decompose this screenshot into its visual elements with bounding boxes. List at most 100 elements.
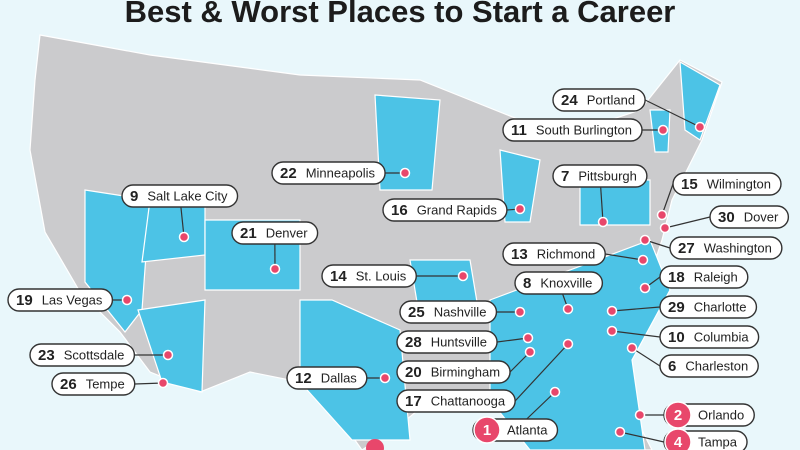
city: Washington (704, 240, 772, 255)
region (679, 60, 721, 141)
place-label: 2 Orlando (634, 401, 755, 429)
place-label: 14 St. Louis (321, 264, 469, 288)
leader-line (605, 253, 644, 261)
place-label: 30 Dover (659, 205, 790, 234)
rank: 21 (240, 225, 257, 242)
rank: 20 (405, 364, 422, 381)
place-label: 23 Scottsdale (29, 343, 174, 367)
city: Orlando (698, 407, 744, 422)
city-dot (659, 222, 671, 234)
label-box (502, 118, 643, 142)
label-box (659, 265, 749, 289)
place-label: 1 Atlanta (472, 386, 561, 444)
city-dot (524, 346, 536, 358)
label-box (396, 389, 516, 413)
label-box (552, 88, 646, 112)
place-label: 11 South Burlington (502, 118, 669, 142)
city-dot (694, 121, 706, 133)
label-box (514, 271, 604, 295)
city: Minneapolis (306, 165, 376, 180)
place-label: 18 Raleigh (639, 265, 749, 294)
label-box (121, 184, 239, 208)
label-box (7, 288, 114, 312)
city-dot (626, 342, 638, 354)
label-box (669, 236, 783, 260)
rank: 26 (60, 376, 77, 393)
city: Scottsdale (64, 347, 125, 362)
city: Tempe (86, 376, 125, 391)
city: Portland (587, 92, 635, 107)
place-label: 17 Chattanooga (396, 338, 574, 413)
label-box (396, 360, 511, 384)
place-label: 16 Grand Rapids (382, 198, 526, 222)
city: Pittsburgh (578, 168, 637, 183)
rank: 4 (674, 434, 683, 450)
city: Grand Rapids (417, 202, 498, 217)
place-label: 8 Knoxville (514, 271, 604, 315)
label-box (231, 221, 319, 245)
label-box (659, 354, 759, 378)
place-label: 27 Washington (639, 234, 783, 260)
city-dot (178, 231, 190, 243)
rank: 25 (408, 304, 425, 321)
city-dot (514, 203, 526, 215)
label-box (51, 372, 136, 396)
label-box (29, 343, 136, 367)
rank: 17 (405, 393, 422, 410)
rank: 18 (668, 269, 685, 286)
rank: 1 (483, 422, 491, 439)
city-dot (657, 124, 669, 136)
city: Salt Lake City (147, 188, 228, 203)
label-box (659, 295, 758, 319)
label-box (399, 300, 498, 324)
leader-line (611, 330, 661, 338)
leader-line (661, 183, 674, 216)
city: Dallas (321, 370, 358, 385)
city-dot (399, 167, 411, 179)
city: Birmingham (431, 364, 500, 379)
place-label: 26 Tempe (51, 372, 169, 396)
city-dot (562, 338, 574, 350)
city-dot (549, 386, 561, 398)
rank: 22 (280, 165, 297, 182)
leader-line (664, 216, 711, 229)
rank: 6 (668, 358, 676, 375)
label-box (552, 164, 648, 188)
leader-line (631, 347, 661, 367)
place-label: 28 Huntsville (396, 330, 534, 354)
label-box (286, 366, 368, 390)
city-dot (606, 325, 618, 337)
place-label: 25 Nashville (399, 300, 526, 324)
city-dot (634, 409, 646, 421)
rank: 13 (511, 246, 528, 263)
place-label: 22 Minneapolis (271, 161, 411, 185)
region (499, 149, 541, 223)
leader-line (644, 99, 701, 128)
label-box (709, 205, 790, 229)
rank: 7 (561, 168, 569, 185)
city: South Burlington (536, 122, 632, 137)
rank: 15 (681, 176, 698, 193)
place-label: 20 Birmingham (396, 346, 536, 384)
city-dot (597, 216, 609, 228)
city-dot (379, 372, 391, 384)
city-dot (514, 306, 526, 318)
city-dot (457, 270, 469, 282)
city-dot (522, 332, 534, 344)
rank: 30 (718, 209, 735, 226)
place-label: 15 Wilmington (656, 172, 782, 221)
city: Columbia (694, 329, 750, 344)
place-label: 4 Tampa (614, 426, 748, 450)
label-box (271, 161, 386, 185)
city-dot (614, 426, 626, 438)
leader-line (611, 306, 661, 312)
place-label: 29 Charlotte (606, 295, 758, 319)
city-dot (656, 209, 668, 221)
rank: 14 (330, 268, 347, 285)
city: Tampa (698, 434, 738, 449)
place-label: 7 Pittsburgh (552, 164, 648, 228)
rank: 8 (523, 275, 531, 292)
